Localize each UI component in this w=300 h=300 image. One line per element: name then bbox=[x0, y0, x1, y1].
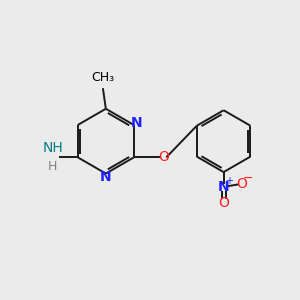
Text: O: O bbox=[218, 196, 229, 210]
Text: N: N bbox=[100, 170, 112, 184]
Text: O: O bbox=[236, 177, 247, 191]
Text: N: N bbox=[218, 180, 230, 194]
Text: O: O bbox=[158, 150, 169, 164]
Text: −: − bbox=[243, 172, 254, 184]
Text: H: H bbox=[48, 160, 57, 173]
Text: +: + bbox=[225, 176, 233, 186]
Text: N: N bbox=[131, 116, 143, 130]
Text: CH₃: CH₃ bbox=[91, 71, 115, 84]
Text: NH: NH bbox=[42, 141, 63, 155]
